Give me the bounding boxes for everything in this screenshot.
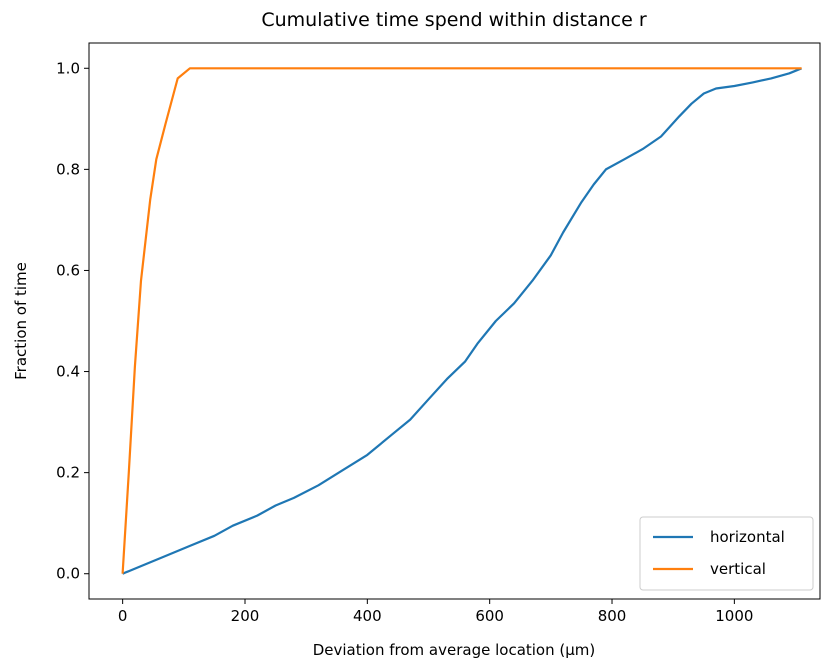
y-tick-label: 0.0 bbox=[56, 565, 80, 583]
x-tick-label: 800 bbox=[598, 607, 627, 625]
series-line-horizontal bbox=[122, 67, 803, 575]
x-tick-label: 400 bbox=[353, 607, 382, 625]
x-tick-label: 0 bbox=[118, 607, 128, 625]
legend-label-horizontal: horizontal bbox=[710, 528, 785, 546]
x-tick-label: 600 bbox=[475, 607, 504, 625]
legend-label-vertical: vertical bbox=[710, 560, 766, 578]
legend-box bbox=[639, 516, 814, 591]
chart-title: Cumulative time spend within distance r bbox=[261, 9, 646, 31]
y-axis-label: Fraction of time bbox=[12, 262, 30, 380]
legend: horizontal vertical bbox=[639, 516, 814, 591]
x-axis-label: Deviation from average location (µm) bbox=[313, 641, 596, 659]
x-tick-label: 200 bbox=[231, 607, 260, 625]
y-tick-label: 0.2 bbox=[56, 464, 80, 482]
y-tick-label: 0.4 bbox=[56, 363, 80, 381]
y-tick-label: 0.6 bbox=[56, 261, 80, 279]
x-axis-ticks: 0 200 400 600 800 1000 bbox=[118, 599, 753, 625]
y-tick-label: 0.8 bbox=[56, 160, 80, 178]
series-line-vertical bbox=[121, 67, 802, 574]
x-tick-label: 1000 bbox=[715, 607, 753, 625]
plot-lines bbox=[121, 67, 803, 575]
plot-frame bbox=[88, 42, 821, 600]
y-tick-label: 1.0 bbox=[56, 59, 80, 77]
y-axis-ticks: 0.0 0.2 0.4 0.6 0.8 1.0 bbox=[56, 59, 89, 583]
